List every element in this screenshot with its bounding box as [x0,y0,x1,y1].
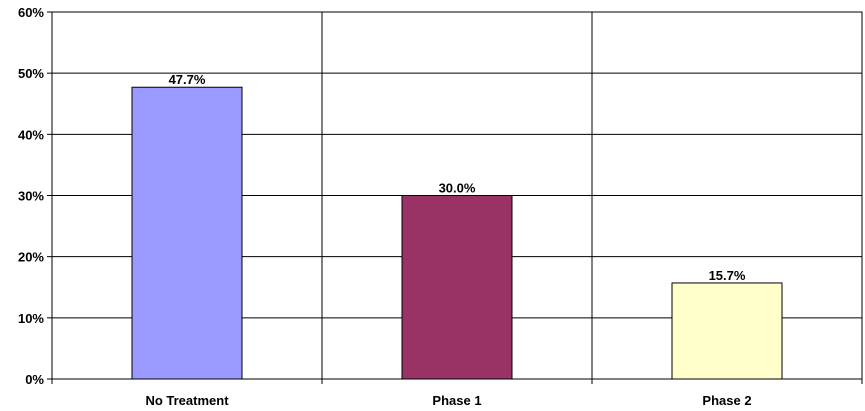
x-category-label: Phase 1 [432,393,481,408]
data-label: 47.7% [169,72,206,87]
data-labels: 47.7% 30.0% 15.7% [169,72,746,283]
bar-no-treatment [131,86,243,380]
data-label: 30.0% [439,181,476,196]
y-tick-label: 50% [18,66,44,81]
y-tick-label: 60% [18,5,44,20]
x-category-label: No Treatment [145,393,229,408]
y-tick-label: 0% [25,372,44,387]
bars [131,86,783,380]
y-tick-label: 10% [18,311,44,326]
y-axis: 0% 10% 20% 30% 40% 50% 60% [18,5,52,387]
x-category-label: Phase 2 [702,393,751,408]
y-tick-label: 20% [18,250,44,265]
y-tick-label: 30% [18,189,44,204]
x-axis: No Treatment Phase 1 Phase 2 [51,379,863,408]
bar-phase-1 [401,195,513,380]
data-label: 15.7% [709,268,746,283]
y-tick-label: 40% [18,127,44,142]
bar-phase-2 [671,282,783,380]
